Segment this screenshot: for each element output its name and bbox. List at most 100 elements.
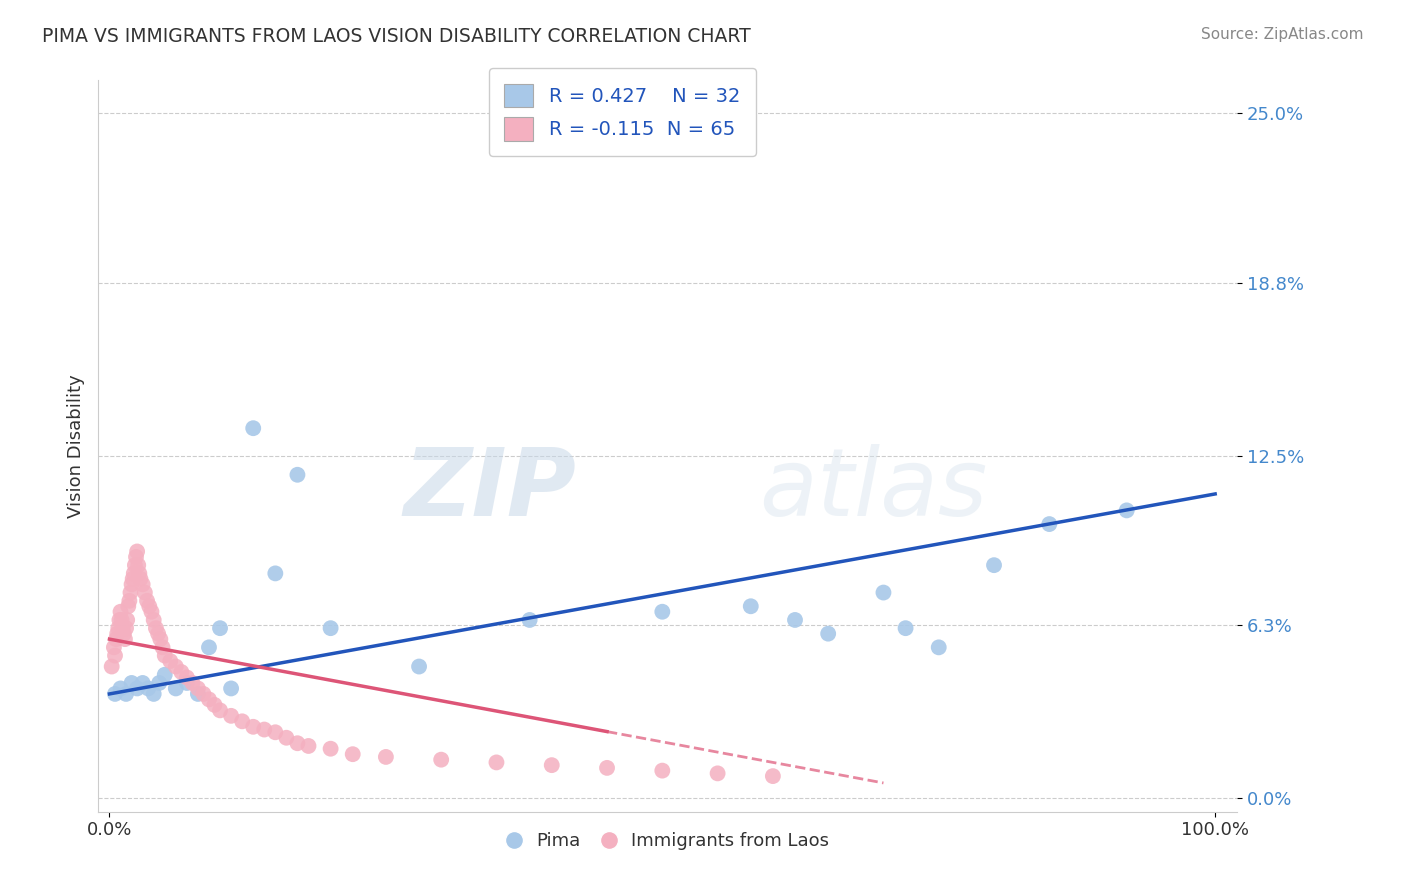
Point bbox=[264, 725, 287, 739]
Point bbox=[128, 566, 150, 581]
Point bbox=[319, 741, 342, 756]
Point bbox=[121, 676, 143, 690]
Point bbox=[117, 599, 139, 614]
Point bbox=[136, 681, 159, 696]
Point bbox=[121, 572, 143, 586]
Point bbox=[121, 577, 143, 591]
Point bbox=[110, 605, 132, 619]
Point bbox=[134, 585, 156, 599]
Point bbox=[104, 687, 127, 701]
Point bbox=[762, 769, 785, 783]
Point bbox=[928, 640, 950, 655]
Point bbox=[193, 687, 215, 701]
Point bbox=[342, 747, 364, 762]
Point bbox=[540, 758, 562, 772]
Point bbox=[430, 753, 453, 767]
Point bbox=[287, 736, 309, 750]
Point bbox=[219, 681, 242, 696]
Point bbox=[231, 714, 253, 729]
Point bbox=[114, 632, 136, 647]
Point bbox=[120, 585, 142, 599]
Point bbox=[740, 599, 762, 614]
Point bbox=[115, 687, 138, 701]
Text: atlas: atlas bbox=[759, 444, 987, 535]
Point bbox=[141, 605, 163, 619]
Point bbox=[596, 761, 619, 775]
Point bbox=[253, 723, 276, 737]
Text: Source: ZipAtlas.com: Source: ZipAtlas.com bbox=[1201, 27, 1364, 42]
Point bbox=[159, 654, 181, 668]
Text: PIMA VS IMMIGRANTS FROM LAOS VISION DISABILITY CORRELATION CHART: PIMA VS IMMIGRANTS FROM LAOS VISION DISA… bbox=[42, 27, 751, 45]
Point bbox=[219, 709, 242, 723]
Point bbox=[145, 621, 167, 635]
Point bbox=[111, 621, 134, 635]
Point bbox=[153, 648, 176, 663]
Point bbox=[146, 626, 169, 640]
Point bbox=[122, 566, 145, 581]
Point bbox=[127, 544, 149, 558]
Point bbox=[872, 585, 894, 599]
Point bbox=[124, 558, 146, 573]
Point bbox=[148, 676, 170, 690]
Point bbox=[149, 632, 172, 647]
Point bbox=[170, 665, 193, 679]
Point bbox=[115, 613, 138, 627]
Point bbox=[242, 421, 264, 435]
Point bbox=[127, 558, 149, 573]
Y-axis label: Vision Disability: Vision Disability bbox=[66, 374, 84, 518]
Point bbox=[152, 640, 174, 655]
Point bbox=[519, 613, 541, 627]
Text: ZIP: ZIP bbox=[404, 444, 576, 536]
Point bbox=[209, 703, 232, 717]
Point bbox=[103, 640, 125, 655]
Point bbox=[136, 594, 159, 608]
Point bbox=[651, 764, 673, 778]
Point bbox=[264, 566, 287, 581]
Point bbox=[142, 687, 165, 701]
Point bbox=[783, 613, 806, 627]
Point bbox=[105, 626, 128, 640]
Point bbox=[651, 605, 673, 619]
Point bbox=[983, 558, 1005, 573]
Point bbox=[187, 687, 209, 701]
Point bbox=[485, 756, 508, 770]
Point bbox=[706, 766, 728, 780]
Point bbox=[153, 667, 176, 681]
Point bbox=[198, 692, 221, 706]
Point bbox=[176, 676, 198, 690]
Point bbox=[187, 681, 209, 696]
Point bbox=[165, 681, 187, 696]
Point bbox=[100, 659, 122, 673]
Point bbox=[112, 626, 135, 640]
Point bbox=[209, 621, 232, 635]
Point bbox=[111, 613, 134, 627]
Point bbox=[374, 750, 396, 764]
Point bbox=[276, 731, 298, 745]
Point bbox=[125, 549, 148, 564]
Point bbox=[108, 613, 131, 627]
Legend: Pima, Immigrants from Laos: Pima, Immigrants from Laos bbox=[499, 825, 837, 857]
Point bbox=[894, 621, 917, 635]
Point bbox=[408, 659, 430, 673]
Point bbox=[1115, 503, 1137, 517]
Point bbox=[127, 681, 149, 696]
Point bbox=[319, 621, 342, 635]
Point bbox=[115, 621, 138, 635]
Point bbox=[198, 640, 221, 655]
Point bbox=[142, 613, 165, 627]
Point bbox=[110, 681, 132, 696]
Point bbox=[242, 720, 264, 734]
Point bbox=[176, 671, 198, 685]
Point bbox=[138, 599, 160, 614]
Point bbox=[165, 659, 187, 673]
Point bbox=[131, 577, 153, 591]
Point bbox=[118, 594, 141, 608]
Point bbox=[817, 626, 839, 640]
Point bbox=[105, 632, 128, 647]
Point bbox=[204, 698, 226, 712]
Point bbox=[287, 467, 309, 482]
Point bbox=[131, 676, 153, 690]
Point bbox=[1038, 517, 1060, 532]
Point bbox=[107, 621, 129, 635]
Point bbox=[181, 676, 204, 690]
